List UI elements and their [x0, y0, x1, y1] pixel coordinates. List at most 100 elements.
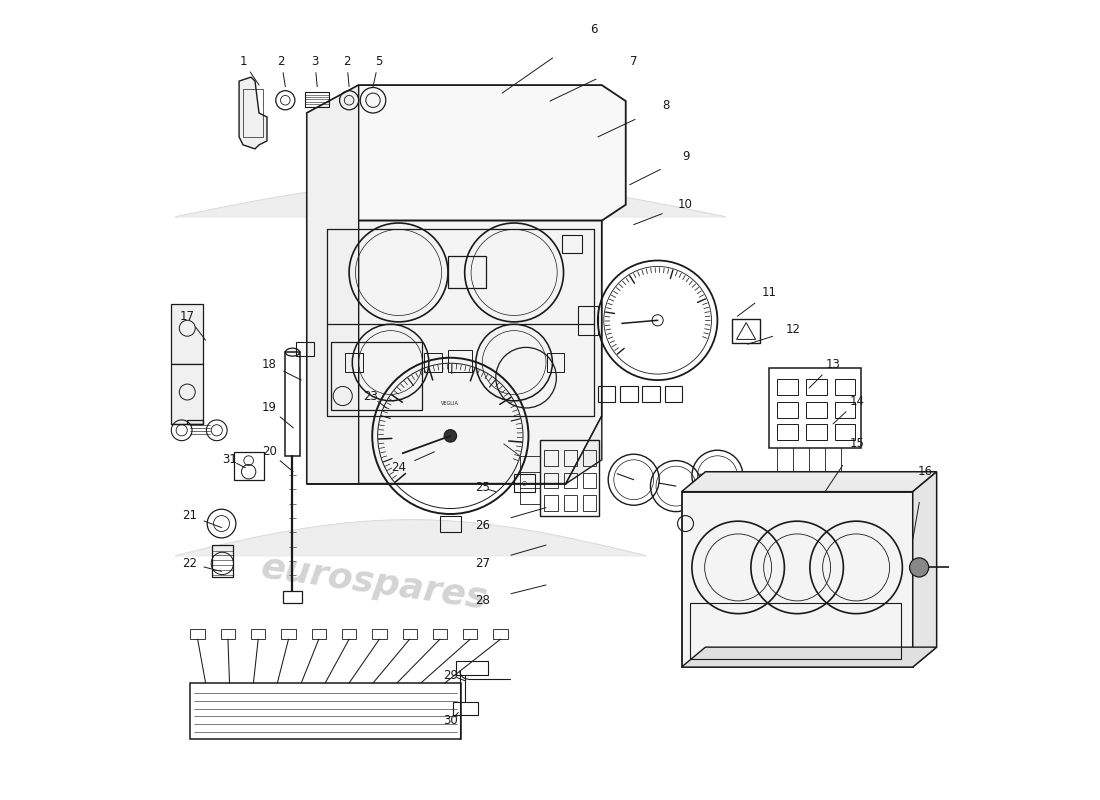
Bar — [540, 440, 600, 515]
Polygon shape — [307, 416, 602, 484]
Text: 17: 17 — [179, 310, 195, 322]
Bar — [345, 353, 363, 372]
Bar — [547, 353, 564, 372]
Bar — [331, 342, 422, 410]
Text: 20: 20 — [262, 446, 277, 458]
Bar — [342, 629, 356, 639]
Text: 30: 30 — [443, 714, 458, 727]
Bar — [233, 452, 264, 480]
Bar — [189, 683, 461, 739]
Bar — [778, 402, 798, 418]
Bar — [514, 474, 535, 492]
Bar — [311, 629, 326, 639]
Bar — [432, 629, 448, 639]
Text: ○: ○ — [522, 481, 527, 486]
Text: eurospares: eurospares — [371, 220, 602, 286]
Text: 10: 10 — [678, 198, 693, 211]
Bar — [769, 368, 861, 448]
Bar — [583, 495, 596, 511]
Bar — [835, 424, 856, 440]
Polygon shape — [307, 221, 602, 484]
Bar — [221, 629, 235, 639]
Text: 5: 5 — [375, 54, 383, 68]
Bar — [453, 702, 478, 715]
Bar — [835, 402, 856, 418]
Bar — [563, 495, 578, 511]
Text: 22: 22 — [183, 557, 197, 570]
Text: 28: 28 — [475, 594, 490, 607]
Bar — [544, 495, 558, 511]
Text: 27: 27 — [475, 557, 490, 570]
Bar — [285, 352, 299, 456]
Bar — [372, 629, 386, 639]
Bar — [563, 473, 578, 489]
Bar — [664, 386, 682, 402]
Text: 24: 24 — [390, 462, 406, 474]
Text: 7: 7 — [630, 54, 638, 68]
Bar — [544, 473, 558, 489]
Text: 12: 12 — [785, 323, 801, 336]
Bar — [463, 629, 477, 639]
Bar — [251, 629, 265, 639]
Bar — [448, 350, 472, 372]
Text: 23: 23 — [363, 390, 378, 402]
Bar — [403, 629, 417, 639]
Text: 16: 16 — [917, 466, 932, 478]
Bar — [806, 402, 826, 418]
Bar — [778, 379, 798, 395]
Bar — [306, 92, 329, 106]
Bar — [642, 386, 660, 402]
Text: 29: 29 — [443, 669, 458, 682]
Bar — [583, 473, 596, 489]
Text: 19: 19 — [262, 402, 277, 414]
Bar — [190, 629, 205, 639]
Text: 11: 11 — [761, 286, 777, 299]
Ellipse shape — [285, 348, 299, 356]
Text: 26: 26 — [475, 519, 490, 533]
Circle shape — [910, 558, 928, 577]
Polygon shape — [307, 85, 626, 221]
Bar — [778, 424, 798, 440]
Bar — [448, 257, 486, 288]
Text: 15: 15 — [849, 438, 865, 450]
Bar — [578, 306, 597, 334]
Bar — [440, 515, 461, 531]
Bar — [212, 545, 233, 577]
Polygon shape — [307, 85, 359, 484]
Bar — [563, 450, 578, 466]
Text: 2: 2 — [343, 54, 351, 68]
Polygon shape — [172, 304, 204, 364]
Bar — [297, 342, 313, 356]
Bar — [282, 629, 296, 639]
Bar — [562, 235, 582, 253]
Text: 31: 31 — [222, 454, 236, 466]
Polygon shape — [172, 364, 204, 424]
Text: 18: 18 — [262, 358, 277, 370]
Bar — [494, 629, 508, 639]
Text: 6: 6 — [590, 22, 597, 36]
Text: 13: 13 — [826, 358, 840, 370]
Polygon shape — [239, 77, 267, 149]
Polygon shape — [682, 647, 937, 667]
Text: 2: 2 — [277, 54, 285, 68]
Bar — [243, 89, 263, 137]
Polygon shape — [913, 472, 937, 667]
Text: VEGLIA: VEGLIA — [441, 401, 460, 406]
Bar — [583, 450, 596, 466]
Bar — [732, 318, 760, 342]
Text: 8: 8 — [662, 98, 669, 111]
Bar — [544, 450, 558, 466]
Text: 1: 1 — [240, 54, 246, 68]
Bar — [620, 386, 638, 402]
Bar — [806, 379, 826, 395]
Polygon shape — [682, 492, 913, 667]
Text: 14: 14 — [849, 395, 865, 408]
Text: 3: 3 — [311, 54, 319, 68]
Circle shape — [444, 430, 456, 442]
Bar — [455, 661, 487, 675]
Bar — [690, 603, 901, 659]
Bar — [283, 590, 302, 603]
Text: 25: 25 — [475, 481, 490, 494]
Bar — [424, 353, 441, 372]
Bar — [597, 386, 615, 402]
